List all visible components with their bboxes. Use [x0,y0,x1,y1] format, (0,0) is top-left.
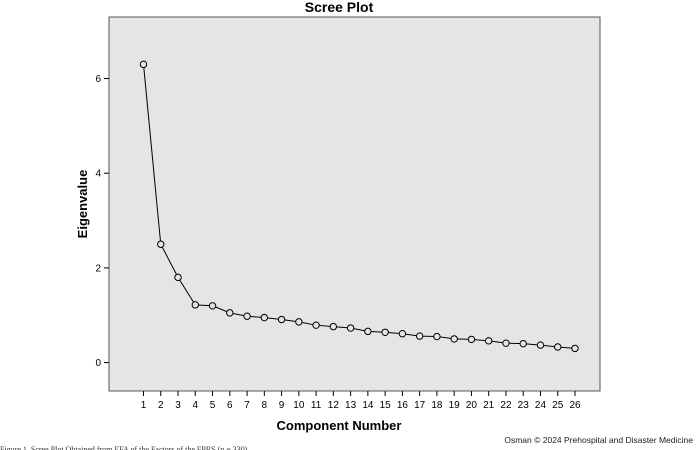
x-tick-label: 5 [210,400,216,411]
data-point [381,328,389,336]
data-point [346,324,355,332]
y-tick-label: 6 [95,74,101,85]
data-point [450,335,458,343]
data-point [191,301,199,309]
data-point [571,344,579,353]
data-point [502,339,510,347]
publisher-credit: Osman © 2024 Prehospital and Disaster Me… [504,435,693,445]
data-point [554,343,562,351]
x-tick-label: 18 [431,400,443,411]
x-tick-label: 17 [414,400,426,411]
data-point [277,315,286,324]
data-point [260,313,269,322]
x-tick-label: 26 [569,400,581,411]
x-tick-label: 19 [449,400,461,411]
data-point [433,332,441,341]
x-tick-label: 7 [244,400,250,411]
y-tick-label: 4 [95,169,101,180]
x-tick-label: 12 [328,400,340,411]
y-tick-label: 0 [95,358,101,369]
data-point [174,273,182,282]
x-tick-label: 3 [175,400,181,411]
data-point [226,309,234,317]
data-point [243,312,251,320]
y-axis-label: Eigenvalue [75,170,90,239]
x-tick-label: 8 [262,400,268,411]
x-axis: 1 2 3 4 5 6 7 8 9 10 11 12 13 14 15 16 17 18 19 20 21 22 23 24 2… [141,391,581,411]
x-tick-label: 23 [518,400,530,411]
data-point [364,327,372,336]
x-tick-label: 10 [293,400,305,411]
y-axis: 0 2 4 6 [95,74,109,369]
x-tick-label: 24 [535,400,547,411]
x-tick-label: 1 [141,400,147,411]
data-point [398,330,407,338]
data-point [536,341,545,349]
data-point [139,60,148,69]
data-point [329,322,338,331]
chart-title: Scree Plot [305,0,374,15]
x-axis-label: Component Number [277,418,402,433]
data-point [295,318,303,326]
x-tick-label: 14 [362,400,374,411]
x-tick-label: 15 [380,400,392,411]
x-tick-label: 13 [345,400,357,411]
x-tick-label: 9 [279,400,285,411]
data-point [485,337,493,345]
x-tick-label: 2 [158,400,164,411]
x-tick-label: 11 [311,400,322,411]
data-point [415,332,424,340]
x-tick-label: 4 [192,400,198,411]
data-point [157,240,165,248]
x-tick-label: 16 [397,400,409,411]
data-point [467,335,476,344]
x-tick-label: 21 [483,400,495,411]
plot-area [108,16,601,392]
x-tick-label: 20 [466,400,478,411]
y-tick-label: 2 [95,263,101,274]
eigenvalue-points [139,60,579,353]
data-point [519,339,527,348]
data-point [208,302,217,310]
data-point [312,321,320,329]
x-tick-label: 22 [500,400,512,411]
figure-caption: Figure 1. Scree Plot Obtained from EFA o… [0,445,250,450]
x-tick-label: 25 [552,400,564,411]
x-tick-label: 6 [227,400,233,411]
